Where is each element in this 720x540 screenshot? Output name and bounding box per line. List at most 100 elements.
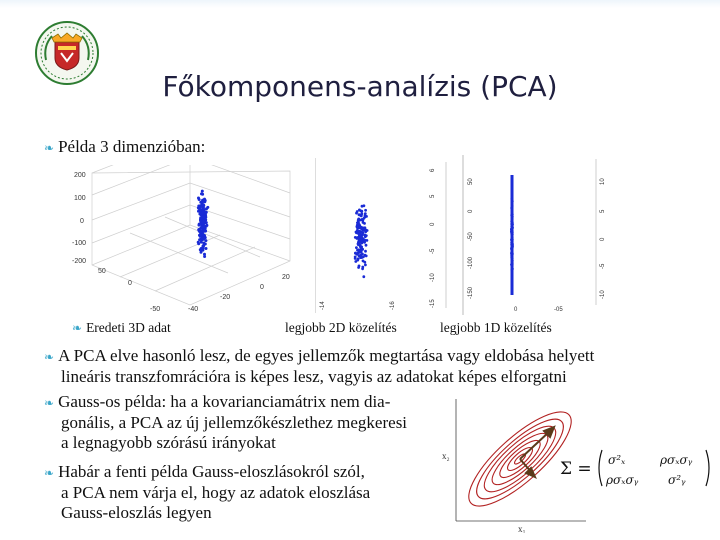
tick: -5 <box>600 263 606 269</box>
data-point <box>204 210 208 214</box>
data-point <box>356 218 360 222</box>
data-point <box>510 204 514 208</box>
data-point <box>202 233 206 237</box>
2d-axis-ticks: -14 -16 <box>320 301 396 310</box>
data-point <box>510 256 514 260</box>
depth-tick: 0 <box>260 284 264 291</box>
data-point <box>364 254 368 258</box>
data-point <box>365 215 368 218</box>
data-point <box>510 230 514 234</box>
data-point <box>203 242 207 246</box>
data-point <box>364 249 367 253</box>
strip-ticks: 6 5 0 -5 -10 -15 <box>430 168 436 308</box>
data-point <box>510 246 514 250</box>
bullet-gauss-not-required: ❧ Habár a fenti példa Gauss-eloszlásokról… <box>44 462 371 522</box>
data-point <box>362 275 366 279</box>
matrix-entry: ρσₓσᵧ <box>659 453 693 467</box>
data-point <box>204 221 208 225</box>
x-axis-label: x₁ <box>518 524 526 533</box>
matrix-entry: σ²ₓ <box>608 453 626 467</box>
caption-2d: legjobb 2D közelítés <box>285 320 397 335</box>
data-point <box>201 248 205 252</box>
covariance-matrix-formula: Σ = σ²ₓ ρσₓσᵧ ρσₓσᵧ σ²ᵧ <box>560 444 710 492</box>
intro-bullet: ❧ Példa 3 dimenzióban: <box>44 137 205 158</box>
data-point <box>510 251 514 255</box>
university-crest-logo <box>35 21 99 85</box>
y-tick: 0 <box>80 218 84 225</box>
data-point <box>510 217 514 221</box>
bullet-pca-principle: ❧ A PCA elve hasonló lesz, de egyes jelle… <box>44 346 595 386</box>
data-point <box>205 223 209 227</box>
data-point <box>202 220 206 224</box>
principal-axes-arrows <box>519 425 556 479</box>
data-point <box>510 268 514 272</box>
data-point <box>355 226 359 229</box>
bullet-icon: ❧ <box>44 141 55 155</box>
tick: 5 <box>430 194 436 198</box>
data-point <box>357 221 360 225</box>
tick: 0 <box>600 237 606 241</box>
x-tick: 50 <box>98 268 106 275</box>
data-point <box>510 222 514 226</box>
data-point <box>363 240 366 244</box>
tick: -05 <box>554 307 563 313</box>
data-point <box>200 189 204 193</box>
data-point <box>204 239 208 243</box>
tick: 50 <box>468 178 474 185</box>
data-point <box>360 236 363 239</box>
data-point <box>197 204 201 208</box>
data-point <box>197 229 201 232</box>
data-point <box>200 211 204 215</box>
data-point <box>203 199 207 202</box>
data-point <box>361 219 365 222</box>
tick: -50 <box>468 232 474 241</box>
data-point <box>364 243 368 247</box>
data-point <box>356 257 360 261</box>
data-point <box>364 263 367 267</box>
caption-1d: legjobb 1D közelítés <box>440 320 552 335</box>
data-point <box>197 196 200 200</box>
data-point <box>361 247 364 251</box>
formula-svg: Σ = σ²ₓ ρσₓσᵧ ρσₓσᵧ σ²ᵧ <box>560 449 710 487</box>
panel-3d-scatter: 200 100 0 -100 -200 -50 0 50 20 0 -20 -4… <box>70 134 310 315</box>
data-point <box>510 219 514 223</box>
x-tick: -14 <box>320 301 326 310</box>
data-point <box>204 218 208 222</box>
data-point <box>360 209 364 213</box>
axis-strip: 6 5 0 -5 -10 -15 <box>430 162 447 308</box>
data-point <box>358 208 361 212</box>
panel-2d-scatter: -14 -16 <box>315 158 416 313</box>
3d-axis-ticks: 200 100 0 -100 -200 -50 0 50 20 0 -20 -4… <box>72 172 290 313</box>
tick: 10 <box>600 178 606 185</box>
tick: -15 <box>430 299 436 308</box>
data-point <box>357 243 360 247</box>
slide-title: Főkomponens-analízis (PCA) <box>162 70 558 103</box>
tick: -5 <box>430 248 436 254</box>
data-point <box>359 239 363 243</box>
data-point <box>199 216 203 220</box>
data-point <box>197 209 200 213</box>
data-point <box>204 247 208 250</box>
tick: -150 <box>468 286 474 299</box>
data-point <box>360 212 364 216</box>
data-point <box>353 257 357 260</box>
data-point <box>510 207 514 211</box>
x-tick: 0 <box>128 280 132 287</box>
data-point <box>356 236 359 239</box>
data-point <box>201 192 205 196</box>
data-point <box>510 197 514 201</box>
data-point <box>361 265 365 269</box>
matrix-entry: σ²ᵧ <box>668 473 686 487</box>
data-point <box>510 213 514 216</box>
matrix-entry: ρσₓσᵧ <box>605 473 639 487</box>
x-tick: -16 <box>390 301 396 310</box>
formula-lhs: Σ = <box>560 459 592 479</box>
data-point <box>196 240 200 244</box>
y-axis-label: x₂ <box>442 451 450 461</box>
data-point <box>363 235 367 239</box>
bullet-icon: ❧ <box>44 466 55 480</box>
2d-data-points <box>353 204 369 279</box>
intro-text: Példa 3 dimenzióban: <box>58 137 206 156</box>
data-point <box>197 223 201 227</box>
data-point <box>364 208 367 212</box>
